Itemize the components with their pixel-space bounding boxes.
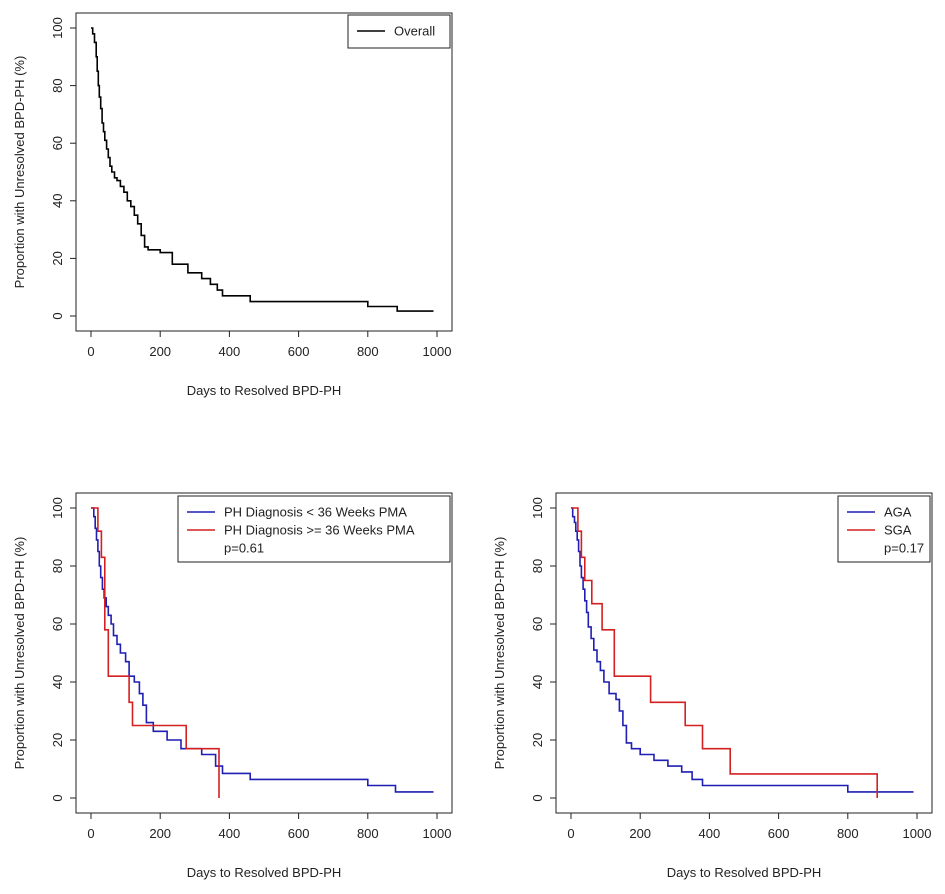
y-tick-label: 0 — [530, 794, 545, 801]
x-axis-label: Days to Resolved BPD-PH — [187, 383, 342, 398]
x-tick-label: 800 — [357, 344, 379, 359]
plot-frame — [75, 492, 453, 814]
y-tick-label: 40 — [530, 675, 545, 689]
chart-pma-timing: 0 200 400 600 800 1000 0 20 40 60 80 100 Days to Res… — [12, 492, 453, 880]
x-tick-label: 600 — [288, 826, 310, 841]
y-tick-label: 80 — [50, 78, 65, 92]
y-axis-label: Proportion with Unresolved BPD-PH (%) — [492, 537, 507, 770]
x-tick-label: 600 — [288, 344, 310, 359]
plot-frame — [75, 12, 453, 332]
x-tick-label: 400 — [699, 826, 721, 841]
chart-aga-vs-sga: 0 200 400 600 800 1000 0 20 40 60 80 100 Days to Res… — [492, 492, 933, 880]
plot-frame — [555, 492, 933, 814]
legend-box — [177, 495, 451, 563]
y-tick-label: 100 — [530, 497, 545, 519]
p-value-label: p=0.17 — [884, 541, 924, 556]
y-tick-label: 20 — [530, 733, 545, 747]
chart-overall: 0 200 400 600 800 1000 0 20 40 60 80 100 Days to Res… — [12, 12, 453, 398]
x-tick-label: 1000 — [423, 344, 452, 359]
series-line-sga — [571, 507, 878, 798]
x-axis-label: Days to Resolved BPD-PH — [667, 865, 822, 880]
legend-label: SGA — [884, 523, 912, 538]
y-tick-label: 0 — [50, 312, 65, 319]
x-tick-label: 0 — [567, 826, 574, 841]
legend-label: Overall — [394, 24, 435, 39]
series-line-overall — [91, 27, 434, 312]
x-tick-label: 600 — [768, 826, 790, 841]
legend-label: PH Diagnosis >= 36 Weeks PMA — [224, 523, 415, 538]
y-tick-label: 20 — [50, 251, 65, 265]
y-tick-label: 80 — [530, 559, 545, 573]
y-tick-label: 0 — [50, 794, 65, 801]
legend-label: AGA — [884, 505, 912, 520]
y-tick-label: 60 — [50, 136, 65, 150]
y-tick-label: 40 — [50, 194, 65, 208]
x-axis-label: Days to Resolved BPD-PH — [187, 865, 342, 880]
y-axis-label: Proportion with Unresolved BPD-PH (%) — [12, 56, 27, 289]
legend-label: PH Diagnosis < 36 Weeks PMA — [224, 505, 407, 520]
y-axis-label: Proportion with Unresolved BPD-PH (%) — [12, 537, 27, 770]
y-tick-label: 100 — [50, 497, 65, 519]
x-tick-label: 1000 — [423, 826, 452, 841]
y-tick-label: 80 — [50, 559, 65, 573]
x-tick-label: 1000 — [903, 826, 932, 841]
series-line-ph-diagnosis-36-weeks-pma — [91, 507, 220, 798]
x-tick-label: 800 — [837, 826, 859, 841]
y-tick-label: 40 — [50, 675, 65, 689]
legend-box — [837, 495, 931, 563]
series-line-ph-diagnosis-36-weeks-pma — [91, 507, 434, 793]
x-tick-label: 0 — [87, 344, 94, 359]
x-tick-label: 800 — [357, 826, 379, 841]
p-value-label: p=0.61 — [224, 541, 264, 556]
y-tick-label: 60 — [530, 617, 545, 631]
y-tick-label: 20 — [50, 733, 65, 747]
x-tick-label: 0 — [87, 826, 94, 841]
x-tick-label: 200 — [149, 826, 171, 841]
x-tick-label: 400 — [219, 826, 241, 841]
x-tick-label: 200 — [629, 826, 651, 841]
y-tick-label: 60 — [50, 617, 65, 631]
x-tick-label: 400 — [219, 344, 241, 359]
x-tick-label: 200 — [149, 344, 171, 359]
series-line-aga — [571, 507, 914, 793]
y-tick-label: 100 — [50, 17, 65, 39]
